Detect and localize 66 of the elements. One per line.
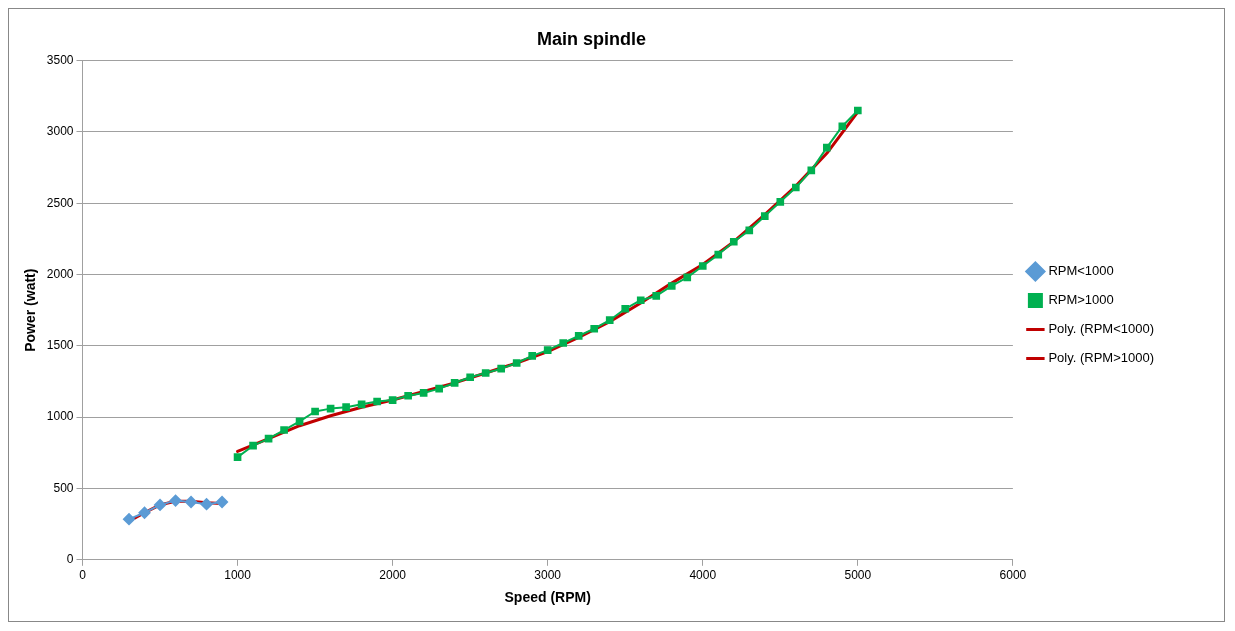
point	[838, 122, 847, 131]
point	[419, 389, 428, 397]
point	[154, 498, 167, 511]
y-tick-label: 1000	[46, 409, 74, 424]
point	[636, 296, 645, 305]
x-tick-label: 4000	[689, 568, 717, 583]
point	[621, 304, 630, 313]
point	[200, 498, 213, 511]
point	[822, 143, 831, 152]
point	[481, 369, 490, 377]
y-tick-label: 0	[66, 552, 74, 567]
point	[543, 346, 552, 354]
x-tick-label: 1000	[224, 568, 252, 583]
x-tick-label: 2000	[379, 568, 407, 583]
point	[667, 282, 676, 290]
point	[311, 407, 319, 416]
point	[342, 403, 350, 412]
x-tick-label: 5000	[844, 568, 872, 583]
point	[450, 379, 459, 387]
point	[280, 426, 288, 434]
x-tick-label: 0	[79, 568, 87, 583]
y-axis-title: Power (watt)	[22, 268, 39, 352]
point	[404, 391, 412, 400]
point	[216, 496, 229, 509]
point	[854, 106, 862, 115]
point	[123, 513, 136, 526]
point	[466, 373, 474, 382]
point	[528, 352, 537, 360]
point	[605, 316, 614, 325]
point	[590, 324, 599, 333]
point	[169, 494, 182, 507]
point	[388, 396, 397, 404]
point	[776, 197, 785, 206]
legend-label: Poly. (RPM>1000)	[1048, 350, 1154, 366]
point	[512, 359, 521, 367]
y-tick-label: 500	[53, 480, 74, 495]
point	[249, 441, 257, 450]
point	[574, 332, 583, 340]
point	[698, 262, 707, 270]
point	[233, 453, 242, 461]
chart-title: Main spindle	[536, 28, 647, 49]
point	[683, 273, 692, 282]
point	[185, 496, 198, 509]
y-tick-label: 2000	[46, 266, 74, 281]
point	[138, 506, 151, 519]
x-axis-title: Speed (RPM)	[504, 589, 591, 606]
y-tick-label: 1500	[46, 338, 74, 353]
point	[652, 292, 661, 300]
point	[373, 397, 381, 406]
point	[497, 364, 505, 373]
x-tick-label: 6000	[999, 568, 1027, 583]
legend-label: Poly. (RPM<1000)	[1048, 321, 1154, 337]
point	[791, 183, 800, 192]
legend-label: RPM<1000	[1048, 263, 1114, 279]
point	[745, 226, 754, 235]
point	[435, 384, 443, 393]
point	[729, 237, 738, 246]
point	[714, 250, 723, 259]
x-tick-label: 3000	[534, 568, 562, 583]
point	[760, 212, 769, 220]
legend-label: RPM>1000	[1048, 292, 1114, 308]
point	[559, 339, 568, 347]
y-tick-label: 2500	[46, 195, 74, 210]
y-tick-label: 3000	[46, 124, 74, 139]
y-tick-label: 3500	[46, 52, 74, 67]
point	[807, 166, 816, 175]
